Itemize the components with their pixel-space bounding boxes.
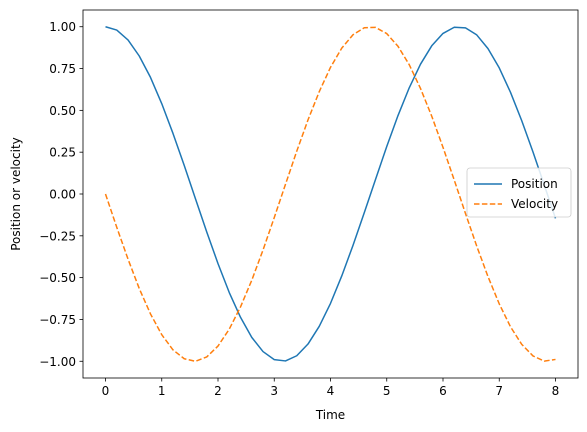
- y-tick-label: −0.25: [39, 229, 76, 243]
- legend: Position Velocity: [466, 167, 572, 218]
- y-tick-label: 0.00: [49, 188, 76, 202]
- x-tick-label: 8: [552, 384, 560, 398]
- x-tick-label: 4: [327, 384, 335, 398]
- series-line-velocity: [104, 26, 556, 363]
- series-line-position: [105, 26, 557, 362]
- legend-label-velocity: Velocity: [511, 197, 558, 211]
- y-axis-label: Position or velocity: [9, 137, 23, 251]
- y-tick-label: 0.50: [49, 104, 76, 118]
- y-tick-label: −0.75: [39, 313, 76, 327]
- y-tick-label: −1.00: [39, 355, 76, 369]
- y-tick-label: −0.50: [39, 271, 76, 285]
- plot-frame: [82, 9, 579, 379]
- legend-label-position: Position: [511, 177, 558, 191]
- y-tick-label: 0.25: [49, 146, 76, 160]
- y-axis-ticks: 1.00 0.75 0.50 0.25 0.00 −0.25 −0.50 −0.75 −1.00: [39, 20, 83, 369]
- x-tick-label: 3: [270, 384, 278, 398]
- x-tick-label: 0: [102, 384, 110, 398]
- x-axis-label: Time: [315, 408, 345, 422]
- x-tick-label: 6: [439, 384, 447, 398]
- y-tick-label: 1.00: [49, 20, 76, 34]
- x-axis-ticks: 0 1 2 3 4 5 6 7 8: [102, 378, 560, 398]
- x-tick-label: 7: [495, 384, 503, 398]
- x-tick-label: 2: [214, 384, 222, 398]
- x-tick-label: 1: [158, 384, 166, 398]
- series-layer: [104, 26, 557, 363]
- x-tick-label: 5: [383, 384, 391, 398]
- y-tick-label: 0.75: [49, 62, 76, 76]
